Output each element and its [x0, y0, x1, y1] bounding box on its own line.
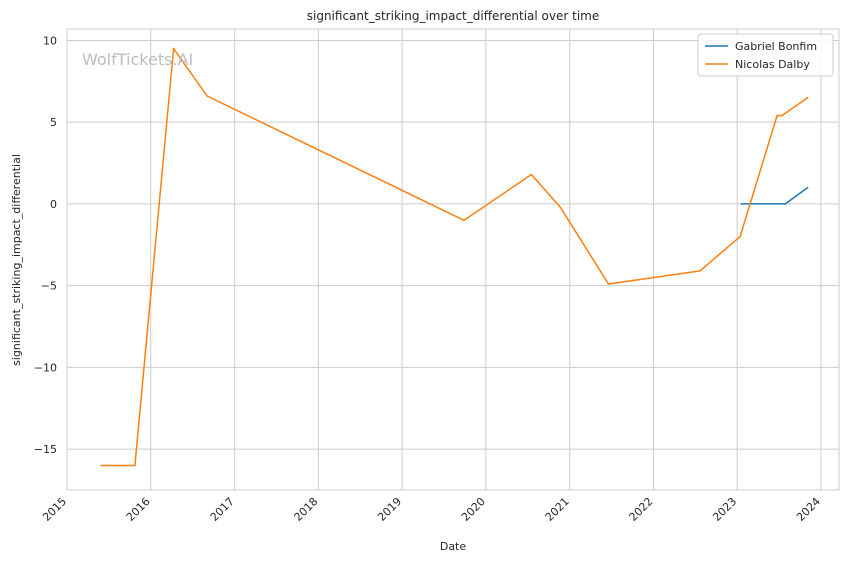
data-point-nicolas-dalby-3 — [206, 95, 208, 97]
data-point-gabriel-bonfim-2 — [806, 186, 809, 189]
y-axis-label: significant_striking_impact_differential — [10, 154, 23, 366]
data-point-nicolas-dalby-1 — [134, 464, 136, 467]
chart-title: significant_striking_impact_differential… — [307, 9, 599, 23]
data-point-nicolas-dalby-7 — [607, 283, 610, 285]
legend-box — [697, 33, 834, 77]
y-tick-label-3: 0 — [50, 198, 57, 211]
data-point-nicolas-dalby-5 — [530, 173, 533, 176]
data-point-nicolas-dalby-8 — [699, 270, 701, 272]
data-point-gabriel-bonfim-0 — [740, 203, 743, 205]
data-point-nicolas-dalby-2 — [172, 47, 175, 50]
grid — [66, 29, 839, 490]
y-tick-label-4: 5 — [50, 116, 57, 129]
x-axis-label: Date — [440, 540, 467, 553]
data-point-nicolas-dalby-10 — [776, 114, 778, 117]
data-point-nicolas-dalby-9 — [739, 235, 741, 238]
watermark: WolfTickets.AI — [82, 50, 193, 69]
plot-frame — [66, 28, 840, 491]
legend-label-nicolas-dalby: Nicolas Dalby — [735, 58, 810, 71]
data-point-nicolas-dalby-11 — [781, 114, 783, 117]
y-tick-label-2: −5 — [41, 280, 57, 293]
data-point-gabriel-bonfim-1 — [784, 203, 787, 205]
y-tick-label-0: −15 — [34, 443, 57, 456]
legend: Gabriel Bonfim Nicolas Dalby — [697, 33, 834, 77]
data-point-nicolas-dalby-4 — [463, 219, 465, 222]
data-point-nicolas-dalby-0 — [100, 464, 102, 467]
legend-label-gabriel-bonfim: Gabriel Bonfim — [735, 40, 817, 53]
y-tick-label-5: 10 — [43, 34, 57, 47]
y-tick-label-1: −10 — [34, 361, 57, 374]
data-point-nicolas-dalby-6 — [559, 206, 562, 208]
data-point-nicolas-dalby-12 — [806, 96, 809, 99]
series-lines — [100, 47, 809, 467]
